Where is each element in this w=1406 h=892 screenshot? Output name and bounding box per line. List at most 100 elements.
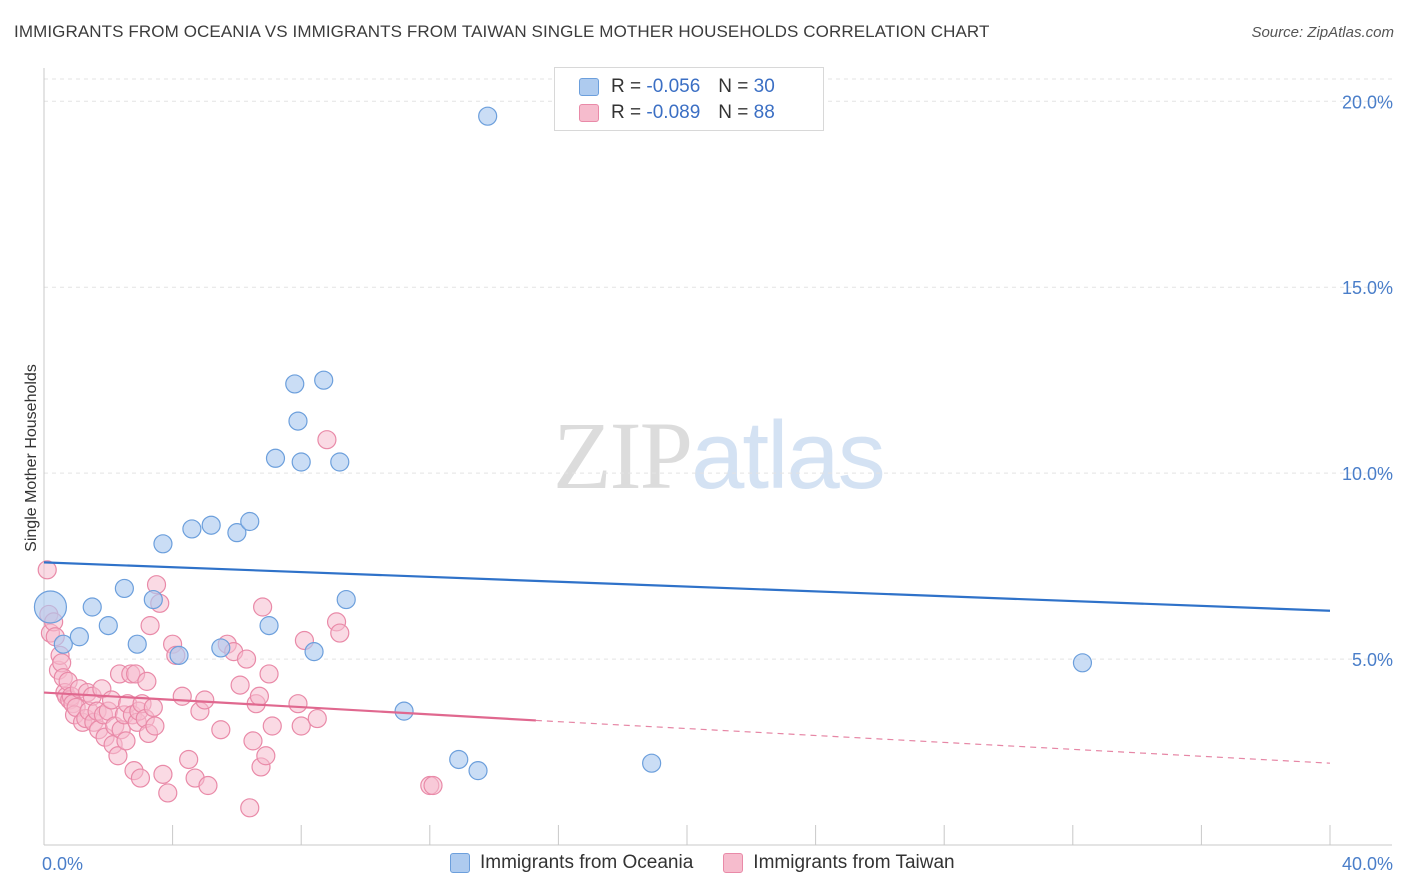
- taiwan-point-37: [116, 731, 136, 751]
- taiwan-point-78: [262, 716, 282, 736]
- series-label-taiwan: Immigrants from Taiwan: [753, 852, 955, 873]
- oceania-point-16: [265, 448, 286, 468]
- taiwan-point-45: [130, 768, 151, 788]
- legend-r-value-taiwan: -0.089: [646, 102, 701, 123]
- series-legend-oceania[interactable]: Immigrants from Oceania: [450, 852, 693, 874]
- taiwan-trend-line-extrapolated: [535, 719, 1331, 764]
- taiwan-point-68: [230, 675, 250, 695]
- legend-r-label: R =: [611, 76, 642, 97]
- oceania-point-10: [182, 519, 202, 539]
- oceania-point-20: [304, 642, 324, 662]
- taiwan-point-51: [143, 697, 163, 718]
- legend-n-label: N =: [718, 76, 749, 97]
- y-tick-label-3: 20.0%: [1342, 92, 1393, 112]
- oceania-point-21: [314, 370, 334, 390]
- taiwan-point-59: [172, 686, 192, 706]
- chart-title: IMMIGRANTS FROM OCEANIA VS IMMIGRANTS FR…: [14, 22, 990, 41]
- oceania-point-1: [53, 634, 73, 654]
- oceania-point-13: [227, 523, 247, 543]
- x-tick-label-0: 0.0%: [42, 854, 83, 874]
- oceania-point-0: [33, 590, 68, 624]
- correlation-legend: R = -0.056 N = 30 R = -0.089 N = 88: [554, 67, 824, 131]
- taiwan-trend-line: [43, 691, 536, 722]
- legend-r-label: R =: [611, 102, 642, 123]
- oceania-point-24: [394, 701, 414, 721]
- taiwan-point-55: [153, 764, 173, 784]
- taiwan-point-64: [198, 775, 218, 796]
- oceania-point-18: [288, 411, 308, 431]
- oceania-point-17: [285, 374, 305, 394]
- oceania-point-3: [82, 597, 102, 617]
- oceania-point-6: [127, 634, 147, 654]
- oceania-point-14: [240, 511, 260, 532]
- grid-lines: [44, 78, 1392, 660]
- oceania-point-5: [114, 578, 134, 599]
- taiwan-point-56: [158, 783, 178, 803]
- oceania-point-23: [336, 589, 356, 610]
- taiwan-point-87: [423, 775, 443, 796]
- taiwan-point-79: [288, 694, 308, 714]
- oceania-points: [33, 106, 1093, 781]
- watermark-atlas: atlas: [691, 402, 886, 509]
- oceania-point-28: [642, 753, 662, 773]
- legend-row-taiwan: R = -0.089 N = 88: [579, 101, 775, 125]
- y-tick-label-2: 15.0%: [1342, 278, 1393, 298]
- oceania-trend-line: [43, 561, 1331, 612]
- taiwan-point-30: [101, 690, 122, 710]
- taiwan-point-73: [249, 686, 270, 706]
- oceania-point-22: [330, 452, 350, 472]
- taiwan-point-63: [195, 690, 215, 710]
- legend-row-oceania: R = -0.056 N = 30: [579, 75, 775, 99]
- taiwan-point-71: [243, 731, 263, 751]
- taiwan-point-85: [330, 623, 350, 643]
- legend-swatch-oceania: [579, 78, 599, 96]
- taiwan-point-50: [140, 616, 160, 636]
- watermark-zip: ZIP: [553, 402, 693, 509]
- taiwan-point-75: [253, 597, 273, 617]
- oceania-point-8: [153, 534, 173, 554]
- series-legend: Immigrants from Oceania Immigrants from …: [450, 852, 985, 874]
- series-label-oceania: Immigrants from Oceania: [480, 852, 694, 873]
- y-axis-label: Single Mother Households: [23, 364, 40, 552]
- taiwan-point-33: [108, 746, 128, 766]
- taiwan-point-48: [137, 671, 157, 691]
- taiwan-point-69: [236, 649, 257, 669]
- oceania-point-4: [98, 616, 118, 636]
- y-tick-label-1: 10.0%: [1342, 464, 1393, 484]
- taiwan-point-70: [240, 798, 260, 818]
- series-swatch-taiwan: [723, 853, 744, 873]
- y-tick-label-0: 5.0%: [1352, 650, 1393, 670]
- source-credit: Source: ZipAtlas.com: [1251, 24, 1394, 41]
- legend-n-label: N =: [718, 102, 749, 123]
- trend-lines: [43, 561, 1331, 764]
- oceania-point-25: [449, 749, 469, 770]
- oceania-point-9: [169, 645, 189, 665]
- taiwan-point-65: [211, 720, 231, 740]
- legend-r-value-oceania: -0.056: [646, 76, 701, 97]
- taiwan-point-52: [145, 716, 165, 736]
- axis-labels: 5.0% 10.0% 15.0% 20.0% 0.0% 40.0% Single Mothe…: [23, 92, 1393, 874]
- watermark: ZIPatlas: [553, 400, 886, 511]
- oceania-point-27: [478, 106, 498, 126]
- axes: [43, 68, 1392, 846]
- oceania-point-7: [143, 589, 163, 610]
- taiwan-point-83: [317, 430, 337, 450]
- series-swatch-oceania: [450, 853, 470, 873]
- taiwan-point-76: [256, 746, 276, 766]
- taiwan-point-0: [37, 560, 57, 580]
- oceania-point-2: [69, 627, 89, 647]
- taiwan-points: [37, 430, 443, 818]
- legend-n-value-oceania: 30: [753, 76, 775, 97]
- legend-n-value-taiwan: 88: [753, 102, 775, 123]
- series-legend-taiwan[interactable]: Immigrants from Taiwan: [723, 852, 955, 874]
- oceania-point-11: [201, 515, 221, 535]
- taiwan-point-60: [179, 749, 199, 770]
- oceania-point-12: [211, 638, 231, 658]
- legend-swatch-taiwan: [579, 104, 599, 122]
- taiwan-point-82: [307, 708, 327, 729]
- taiwan-point-77: [259, 664, 279, 684]
- oceania-point-15: [259, 616, 279, 636]
- oceania-point-19: [291, 452, 311, 472]
- oceania-point-26: [468, 761, 488, 781]
